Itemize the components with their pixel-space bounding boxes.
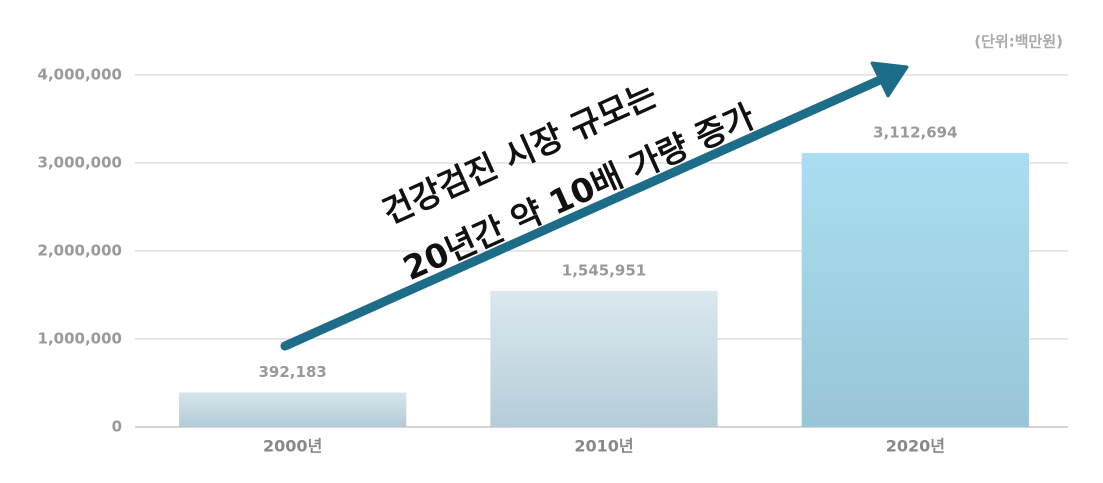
y-tick-label: 4,000,000 — [38, 66, 122, 84]
trend-arrow-line — [280, 75, 885, 351]
y-tick-label: 3,000,000 — [38, 154, 122, 172]
value-label: 3,112,694 — [873, 124, 957, 142]
y-tick-label: 2,000,000 — [38, 242, 122, 260]
value-label: 1,545,951 — [562, 261, 646, 279]
bar — [801, 153, 1029, 427]
value-label: 392,183 — [259, 363, 327, 381]
trend-arrow-head — [870, 61, 909, 98]
x-tick-label: 2010년 — [574, 437, 633, 456]
bar — [179, 392, 407, 427]
unit-label: (단위:백만원) — [974, 33, 1063, 51]
x-tick-label: 2020년 — [886, 437, 945, 456]
y-tick-label: 1,000,000 — [38, 330, 122, 348]
y-tick-label: 0 — [112, 418, 122, 436]
bar — [490, 290, 718, 427]
x-tick-label: 2000년 — [263, 437, 322, 456]
